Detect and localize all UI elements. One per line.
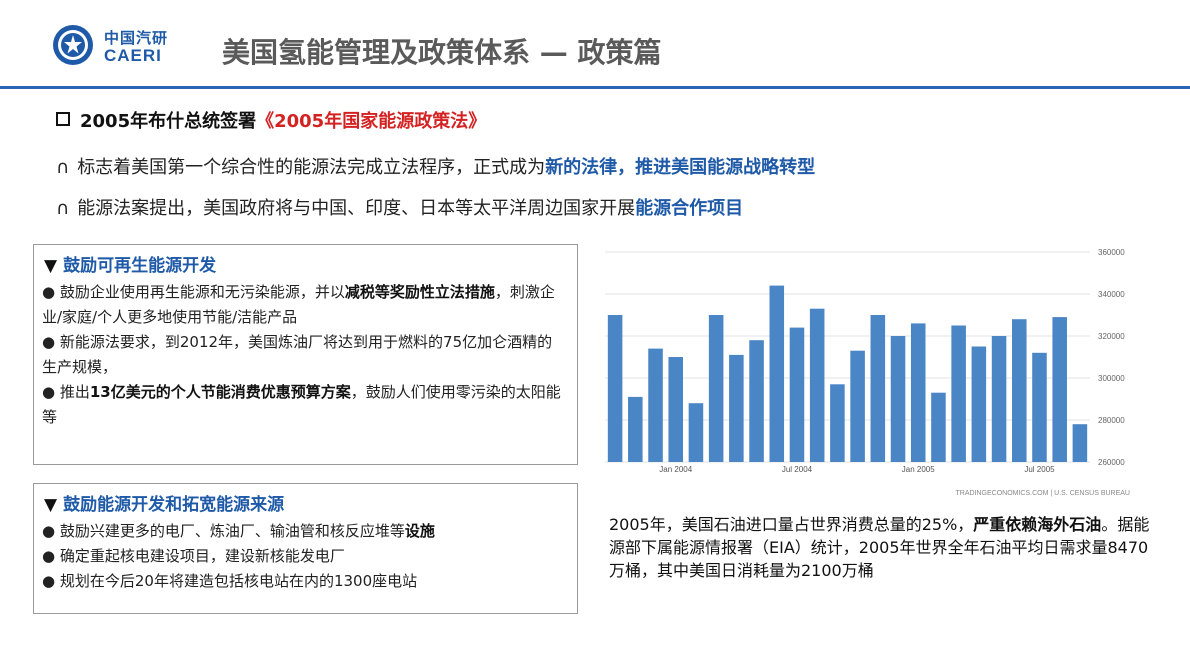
renewable-item-3: ● 推出13亿美元的个人节能消费优惠预算方案，鼓励人们使用零污染的太阳能等 (42, 383, 561, 426)
chart-bar (1012, 319, 1027, 462)
caeri-logo (53, 25, 93, 65)
chart-bar (1052, 317, 1067, 462)
energy-source-item-2: ● 确定重起核电建设项目，建设新核能发电厂 (42, 547, 345, 565)
y-tick-label: 280000 (1098, 416, 1125, 425)
square-bullet-icon (56, 112, 70, 126)
chart-bar (668, 357, 683, 462)
renewable-panel-title: ▼ 鼓励可再生能源开发 (44, 256, 217, 276)
chart-bar (1032, 352, 1047, 462)
renewable-item-1: ● 鼓励企业使用再生能源和无污染能源，并以减税等奖励性立法措施，刺激企业/家庭/… (42, 283, 555, 326)
chart-bar (809, 308, 825, 462)
y-tick-label: 300000 (1098, 374, 1125, 383)
renewable-item-2: ● 新能源法要求，到2012年，美国炼油厂将达到用于燃料的75亿加仑酒精的生产规… (42, 333, 553, 376)
intro-point-1-text: 标志着美国第一个综合性的能源法完成立法程序，正式成为 (77, 157, 546, 178)
y-tick-label: 320000 (1098, 332, 1125, 341)
oil-caption: 2005年，美国石油进口量占世界消费总量的25%，严重依赖海外石油。据能源部下属… (609, 515, 1150, 580)
logo-text-en: CAERI (104, 46, 162, 65)
oil-import-bar-chart: 260000 280000 300000 320000 340000 360000 Jan… (605, 248, 1130, 497)
energy-source-panel: ▼ 鼓励能源开发和拓宽能源来源 ● 鼓励兴建更多的电厂、炼油厂、输油管和核反应堆等… (33, 483, 578, 614)
y-tick-label: 260000 (1098, 458, 1125, 467)
chart-bars (607, 285, 1088, 462)
triangle-down-icon: ▼ (44, 495, 58, 515)
chart-bar (708, 315, 724, 462)
chart-bar (1072, 424, 1088, 462)
intro-point-1: ∩ 标志着美国第一个综合性的能源法完成立法程序，正式成为新的法律，推进美国能源战略… (56, 153, 815, 179)
chart-bar (648, 348, 663, 462)
chart-y-ticks: 260000 280000 300000 320000 340000 360000 (1098, 248, 1125, 467)
chart-bar (991, 336, 1007, 462)
chart-bar (607, 315, 623, 462)
intro-heading-text: 2005年布什总统签署 (80, 111, 257, 132)
intro-heading-law: 《2005年国家能源政策法》 (256, 111, 487, 132)
y-tick-label: 360000 (1098, 248, 1125, 257)
intro-heading: 2005年布什总统签署《2005年国家能源政策法》 (56, 107, 486, 133)
arch-bullet-icon: ∩ (56, 198, 70, 219)
chart-bar (789, 327, 805, 462)
y-tick-label: 340000 (1098, 290, 1125, 299)
chart-x-ticks: Jan 2004 Jul 2004 Jan 2005 Jul 2005 (659, 465, 1055, 474)
chart-bar (729, 354, 744, 462)
energy-source-panel-title: ▼ 鼓励能源开发和拓宽能源来源 (44, 495, 285, 515)
x-tick-label: Jul 2004 (782, 465, 813, 474)
logo-text-cn: 中国汽研 (104, 29, 169, 47)
chart-bar (688, 403, 704, 462)
chart-bar (931, 392, 946, 462)
chart-bar (870, 315, 886, 462)
x-tick-label: Jan 2004 (659, 465, 692, 474)
chart-bar (628, 396, 643, 462)
intro-point-1-highlight: 新的法律，推进美国能源战略转型 (545, 157, 816, 178)
header: 中国汽研 CAERI 美国氢能管理及政策体系 — 政策篇 (0, 0, 1190, 89)
arch-bullet-icon: ∩ (56, 157, 70, 178)
chart-bar (910, 323, 926, 462)
triangle-down-icon: ▼ (44, 256, 58, 276)
intro-point-2-highlight: 能源合作项目 (635, 198, 744, 219)
intro-point-2: ∩ 能源法案提出，美国政府将与中国、印度、日本等太平洋周边国家开展能源合作项目 (56, 194, 743, 220)
chart-bar (890, 336, 906, 462)
energy-source-item-1: ● 鼓励兴建更多的电厂、炼油厂、输油管和核反应堆等设施 (42, 522, 435, 540)
chart-bar (951, 325, 966, 462)
chart-bar (830, 384, 845, 462)
chart-bar (850, 350, 865, 462)
x-tick-label: Jan 2005 (902, 465, 935, 474)
chart-bar (971, 346, 987, 462)
chart-grid (605, 251, 1090, 463)
caption-bold: 严重依赖海外石油 (973, 515, 1102, 534)
renewable-panel: ▼ 鼓励可再生能源开发 ● 鼓励企业使用再生能源和无污染能源，并以减税等奖励性立法… (33, 244, 578, 465)
page-title: 美国氢能管理及政策体系 — 政策篇 (222, 36, 662, 69)
x-tick-label: Jul 2005 (1024, 465, 1055, 474)
chart-source: TRADINGECONOMICS.COM | U.S. CENSUS BUREA… (955, 490, 1130, 497)
header-divider (0, 86, 1190, 89)
chart-bar (749, 340, 764, 462)
energy-source-item-3: ● 规划在今后20年将建造包括核电站在内的1300座电站 (42, 572, 418, 590)
intro-point-2-text: 能源法案提出，美国政府将与中国、印度、日本等太平洋周边国家开展 (77, 198, 636, 219)
chart-bar (769, 285, 785, 462)
